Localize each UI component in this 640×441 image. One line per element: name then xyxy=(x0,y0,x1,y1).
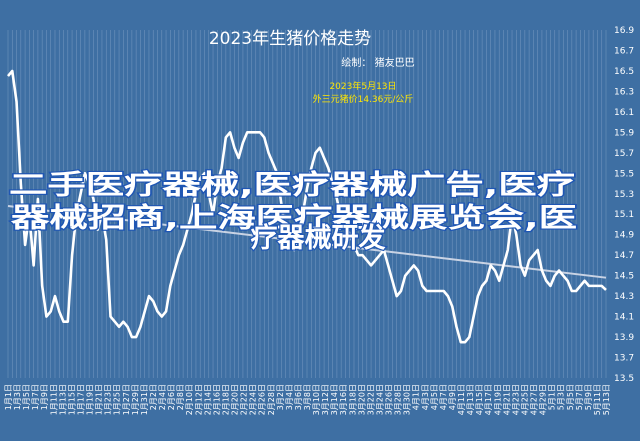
annotation-date: 2023年5月13日 xyxy=(329,80,396,92)
x-tick-label: 5月1日 xyxy=(548,384,557,410)
trend-line xyxy=(7,205,607,279)
x-tick-label: 4月21日 xyxy=(502,384,511,415)
watermark-line-3: 疗器械研发 xyxy=(251,222,386,254)
x-tick-label: 2月6日 xyxy=(167,384,176,410)
x-tick-label: 2月24日 xyxy=(249,384,258,415)
x-tick-label: 3月2日 xyxy=(276,384,285,410)
x-tick-label: 4月7日 xyxy=(439,384,448,410)
x-tick-label: 2月22日 xyxy=(240,384,249,415)
x-tick-label: 1月5日 xyxy=(22,384,31,410)
x-tick-label: 1月25日 xyxy=(113,384,122,415)
x-tick-label: 3月8日 xyxy=(303,384,312,410)
x-tick-label: 1月7日 xyxy=(31,384,40,410)
x-tick-label: 5月3日 xyxy=(557,384,566,410)
y-tick-label: 16.5 xyxy=(614,67,634,77)
x-tick-label: 2月2日 xyxy=(149,384,158,410)
y-tick-label: 16.9 xyxy=(614,26,634,36)
x-tick-label: 3月10日 xyxy=(312,384,321,415)
x-tick-label: 5月5日 xyxy=(566,384,575,410)
x-tick-label: 3月12日 xyxy=(321,384,330,415)
y-tick-label: 13.7 xyxy=(614,354,634,364)
x-tick-label: 2月14日 xyxy=(203,384,212,415)
x-tick-label: 1月17日 xyxy=(76,384,85,415)
x-tick-label: 1月31日 xyxy=(140,384,149,415)
y-axis-tick-labels: 13.5 13.7 13.9 14.1 14.3 14.5 14.7 14.9 15.1 15.3… xyxy=(614,26,634,384)
x-tick-label: 4月23日 xyxy=(511,384,520,415)
x-tick-label: 1月15日 xyxy=(67,384,76,415)
x-tick-label: 3月26日 xyxy=(385,384,394,415)
y-tick-label: 16.3 xyxy=(614,87,634,97)
x-tick-label: 2月4日 xyxy=(158,384,167,410)
x-tick-label: 3月30日 xyxy=(403,384,412,415)
x-tick-label: 4月17日 xyxy=(484,384,493,415)
x-tick-label: 4月15日 xyxy=(475,384,484,415)
y-tick-label: 14.5 xyxy=(614,272,634,282)
x-tick-label: 3月14日 xyxy=(330,384,339,415)
x-tick-label: 4月27日 xyxy=(530,384,539,415)
x-tick-label: 1月1日 xyxy=(4,384,13,410)
y-tick-label: 16.7 xyxy=(614,46,634,56)
x-tick-label: 2月18日 xyxy=(221,384,230,415)
chart-title: 2023年生猪价格走势 xyxy=(209,29,371,49)
x-tick-label: 3月24日 xyxy=(375,384,384,415)
y-tick-label: 15.9 xyxy=(614,128,634,138)
watermark-line-1: 二手医疗器械,医疗器械广告,医疗 xyxy=(9,169,575,201)
vertical-grid xyxy=(7,30,607,378)
x-tick-label: 4月25日 xyxy=(520,384,529,415)
x-tick-label: 4月19日 xyxy=(493,384,502,415)
x-tick-label: 2月12日 xyxy=(194,384,203,415)
y-tick-label: 15.1 xyxy=(614,210,634,220)
x-tick-label: 1月11日 xyxy=(49,384,58,415)
x-axis-tick-labels: 1月1日 1月3日 1月5日 1月7日 1月9日 1月11日 1月13日 1月15日 1月17日… xyxy=(4,384,611,415)
x-tick-label: 1月19日 xyxy=(86,384,95,415)
y-tick-label: 14.1 xyxy=(614,313,634,323)
x-tick-label: 5月9日 xyxy=(584,384,593,410)
watermark-line-2: 器械招商,上海医疗器械展览会,医 xyxy=(10,202,577,234)
x-tick-label: 2月8日 xyxy=(176,384,185,410)
y-tick-label: 15.5 xyxy=(614,169,634,179)
x-tick-label: 3月6日 xyxy=(294,384,303,410)
x-tick-label: 1月3日 xyxy=(13,384,22,410)
y-tick-label: 15.7 xyxy=(614,149,634,159)
x-tick-label: 1月21日 xyxy=(95,384,104,415)
x-tick-label: 4月1日 xyxy=(412,384,421,410)
x-tick-label: 1月27日 xyxy=(122,384,131,415)
x-tick-label: 3月28日 xyxy=(394,384,403,415)
x-tick-label: 1月23日 xyxy=(104,384,113,415)
y-tick-label: 14.3 xyxy=(614,292,634,302)
x-tick-label: 3月4日 xyxy=(285,384,294,410)
x-tick-label: 1月9日 xyxy=(40,384,49,410)
x-tick-label: 4月13日 xyxy=(466,384,475,415)
x-tick-label: 4月29日 xyxy=(539,384,548,415)
y-tick-label: 15.3 xyxy=(614,190,634,200)
x-tick-label: 5月7日 xyxy=(575,384,584,410)
x-tick-label: 4月3日 xyxy=(421,384,430,410)
x-tick-label: 1月13日 xyxy=(58,384,67,415)
chart-author: 绘制： 猪友巴巴 xyxy=(341,56,414,69)
y-tick-label: 14.9 xyxy=(614,231,634,241)
x-tick-label: 5月11日 xyxy=(593,384,602,415)
x-tick-label: 3月20日 xyxy=(357,384,366,415)
x-tick-label: 3月22日 xyxy=(366,384,375,415)
x-tick-label: 2月16日 xyxy=(212,384,221,415)
y-tick-label: 16.1 xyxy=(614,108,634,118)
x-tick-label: 2月28日 xyxy=(267,384,276,415)
x-tick-label: 4月11日 xyxy=(457,384,466,415)
x-tick-label: 4月5日 xyxy=(430,384,439,410)
x-tick-label: 4月9日 xyxy=(448,384,457,410)
price-series-line xyxy=(7,69,607,344)
x-tick-label: 3月16日 xyxy=(339,384,348,415)
x-tick-label: 2月20日 xyxy=(231,384,240,415)
x-tick-label: 1月29日 xyxy=(131,384,140,415)
x-tick-label: 2月10日 xyxy=(185,384,194,415)
y-tick-label: 13.5 xyxy=(614,374,634,384)
x-tick-label: 3月18日 xyxy=(348,384,357,415)
x-tick-label: 2月26日 xyxy=(258,384,267,415)
y-tick-label: 14.7 xyxy=(614,251,634,261)
annotation-price: 外三元猪价14.36元/公斤 xyxy=(313,93,414,105)
x-tick-label: 5月13日 xyxy=(602,384,611,415)
y-tick-label: 13.9 xyxy=(614,333,634,343)
